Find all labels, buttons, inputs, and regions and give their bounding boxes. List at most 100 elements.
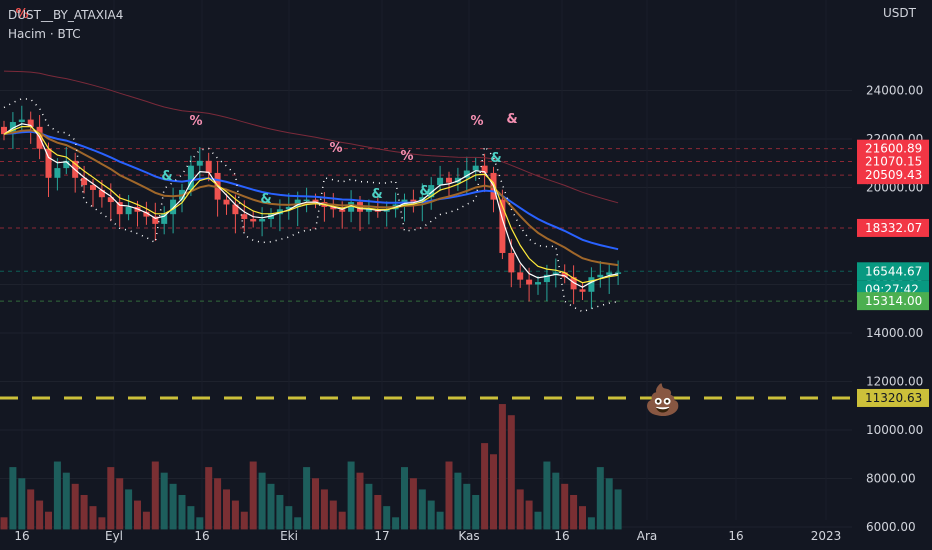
volume-bar	[481, 443, 489, 530]
candle-body	[535, 282, 541, 285]
price-tick-label: 12000.00	[866, 375, 923, 389]
candle-body	[330, 206, 337, 210]
candle-body	[205, 160, 212, 173]
volume-bar	[187, 506, 195, 530]
price-label-text: 18332.07	[865, 221, 922, 235]
volume-bar	[240, 511, 248, 530]
volume-bar	[294, 517, 302, 530]
volume-bar	[312, 478, 319, 530]
time-tick-label: Kas	[458, 529, 479, 543]
candle-body	[232, 204, 239, 215]
candle-body	[348, 202, 355, 212]
annotation-mark: &	[161, 169, 172, 184]
candle-body	[54, 168, 61, 178]
volume-bars	[0, 404, 622, 530]
volume-bar	[587, 517, 595, 530]
volume-bar	[107, 467, 115, 530]
candle-body	[472, 165, 479, 171]
annotation-mark: %	[470, 114, 483, 129]
candle-body	[27, 119, 34, 127]
candle-body	[98, 189, 105, 198]
candle-body	[303, 199, 310, 202]
volume-bar	[418, 489, 426, 530]
volume-bar	[303, 467, 311, 530]
volume-bar	[80, 494, 88, 530]
candle-body	[428, 185, 435, 198]
time-tick-label: 16	[14, 529, 29, 543]
volume-bar	[534, 511, 542, 530]
volume-bar	[329, 500, 337, 530]
time-axis[interactable]: 16 Eyl 16 Eki 17 Kas 16 Ara 16 2023	[14, 529, 841, 543]
symbol-name[interactable]: DUST__BY_ATAXIA4	[8, 8, 124, 22]
candle-body	[250, 219, 257, 222]
annotation-mark: &	[419, 184, 430, 199]
time-tick-label: 16	[554, 529, 569, 543]
candle-body	[588, 277, 595, 292]
volume-bar	[231, 500, 239, 530]
volume-bar	[125, 489, 133, 530]
volume-bar	[98, 517, 106, 530]
volume-bar	[196, 517, 204, 530]
time-tick-label: 16	[728, 529, 743, 543]
price-label-box	[857, 166, 929, 185]
volume-bar	[89, 506, 97, 530]
price-label-text: 21070.15	[865, 155, 922, 169]
volume-bar	[27, 489, 35, 530]
volume-bar	[116, 478, 124, 530]
candle-body	[45, 148, 52, 178]
volume-bar	[338, 511, 346, 530]
candle-body	[90, 185, 96, 190]
price-tick-label: 24000.00	[866, 84, 923, 98]
annotation-marks: %%%%% & & & & & & 💩	[15, 7, 681, 418]
volume-bar	[205, 467, 213, 530]
volume-bar	[445, 461, 453, 530]
candle-body	[161, 214, 168, 224]
candle-body	[446, 177, 452, 183]
volume-bar	[436, 511, 444, 530]
volume-bar	[570, 494, 578, 530]
volume-bar	[249, 461, 257, 530]
volume-bar	[178, 494, 186, 530]
time-tick-label: Eki	[280, 529, 298, 543]
volume-bar	[53, 461, 61, 530]
price-label-box	[857, 218, 929, 237]
candle-body	[223, 199, 230, 205]
volume-bar	[0, 517, 8, 530]
volume-bar	[516, 489, 524, 530]
volume-bar	[401, 467, 408, 530]
volume-bar	[285, 506, 293, 530]
time-tick-label: 16	[194, 529, 209, 543]
candle-body	[116, 202, 123, 215]
volume-bar	[160, 472, 168, 530]
parabolic-sar-dots	[3, 97, 619, 313]
candle-body	[597, 274, 604, 278]
price-label-box	[857, 152, 929, 171]
volume-bar	[18, 478, 26, 530]
volume-bar	[169, 483, 177, 530]
candle-body	[517, 272, 524, 280]
chart-legend: DUST__BY_ATAXIA4 Hacim · BTC	[8, 6, 123, 44]
candle-body	[481, 165, 488, 173]
candle-body	[383, 209, 390, 212]
volume-bar	[561, 483, 569, 530]
volume-bar	[383, 506, 391, 530]
candle-body	[561, 272, 568, 278]
price-tick-label: 8000.00	[866, 472, 916, 486]
candle-body	[107, 197, 114, 203]
volume-bar	[525, 500, 533, 530]
candle-body	[241, 214, 248, 220]
price-label-box	[857, 388, 929, 407]
volume-bar	[490, 454, 497, 530]
volume-bar	[498, 404, 506, 530]
volume-bar	[36, 500, 44, 530]
volume-bar	[374, 494, 382, 530]
annotation-mark: &	[371, 187, 382, 202]
volume-bar	[267, 483, 275, 530]
candle-body	[543, 274, 550, 283]
moving-averages	[3, 70, 619, 313]
price-label-text: 20509.43	[865, 168, 922, 182]
volume-indicator-name[interactable]: Hacim · BTC	[8, 27, 81, 41]
annotation-mark: %	[189, 114, 202, 129]
